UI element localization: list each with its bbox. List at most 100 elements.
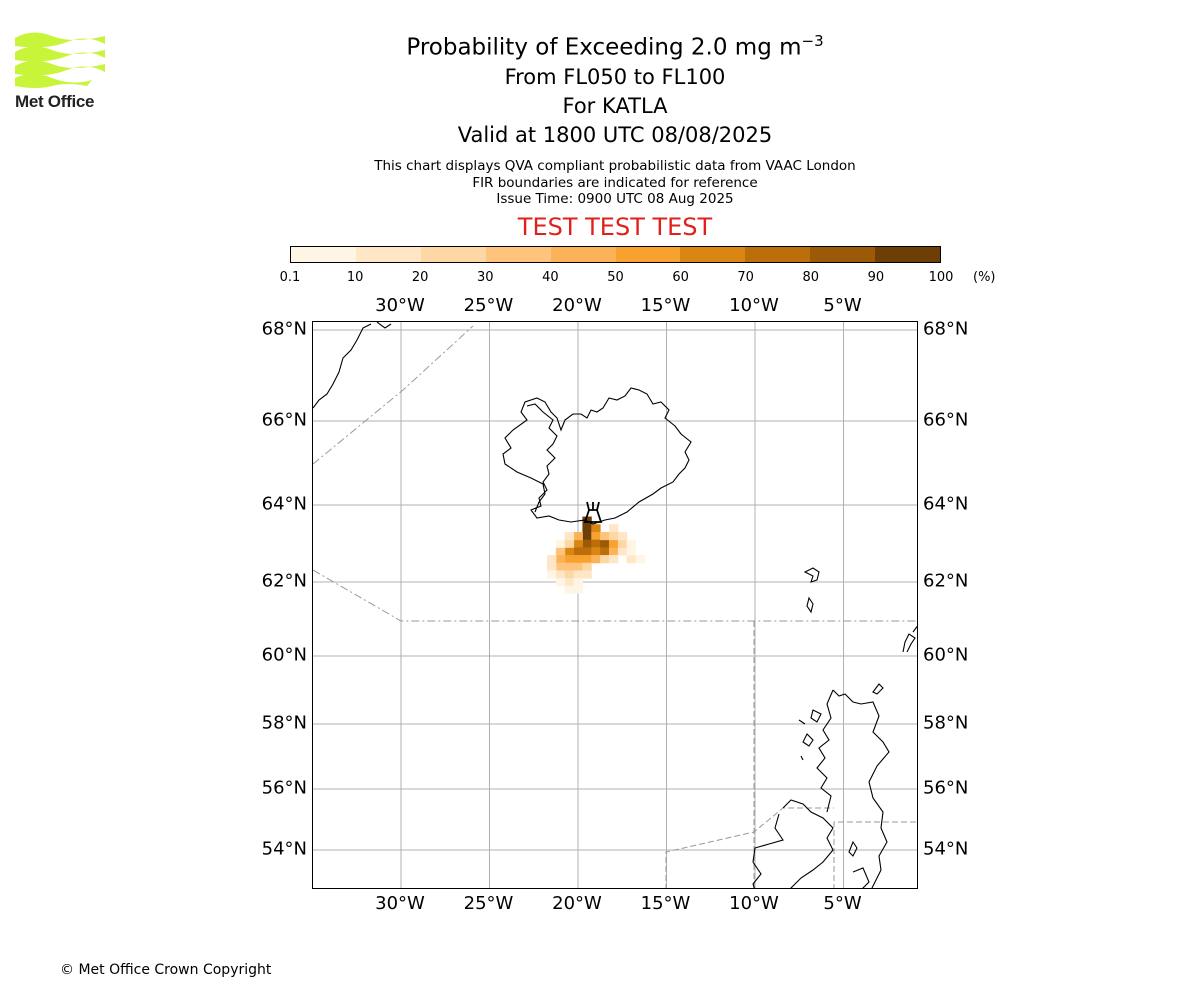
colorbar-segment — [810, 247, 876, 262]
probability-cell — [555, 562, 566, 571]
probability-cell — [582, 570, 592, 579]
fir-boundary-southwest — [313, 569, 917, 622]
volcano-icon — [583, 501, 603, 523]
lat-label-left: 62°N — [261, 570, 307, 592]
coast-orkney — [872, 683, 884, 695]
probability-cell — [617, 539, 628, 548]
lat-label-right: 54°N — [923, 838, 969, 860]
probability-cell — [573, 539, 583, 548]
lat-label-left: 56°N — [261, 777, 307, 799]
coast-scotland — [832, 689, 890, 888]
probability-cell — [608, 555, 619, 564]
coast-faroe — [803, 567, 820, 614]
colorbar-segment — [875, 247, 941, 262]
lat-label-left: 64°N — [261, 493, 307, 515]
coast-shetland — [902, 625, 917, 653]
colorbar-tick-label: 50 — [607, 270, 624, 285]
probability-cell — [582, 547, 592, 556]
coast-northern-england — [852, 867, 870, 888]
volcano-name: For KATLA — [562, 93, 668, 118]
probability-cell — [547, 570, 557, 579]
probability-cell — [591, 539, 601, 548]
lat-label-right: 58°N — [923, 712, 969, 734]
lon-label-top: 30°W — [375, 295, 425, 316]
probability-cell — [573, 578, 583, 587]
probability-cell — [564, 531, 575, 541]
note-line-2: FIR boundaries are indicated for referen… — [472, 174, 758, 191]
graticule — [313, 322, 917, 888]
probability-cell — [600, 555, 610, 564]
lon-label-top: 20°W — [552, 295, 602, 316]
title-block: Probability of Exceeding 2.0 mg m−3 From… — [300, 26, 930, 150]
coast-greenland — [313, 322, 392, 409]
flight-levels: From FL050 to FL100 — [504, 64, 726, 89]
test-banner: TEST TEST TEST — [517, 213, 713, 241]
probability-cell — [564, 547, 575, 556]
logo-wave-4 — [15, 74, 92, 88]
colorbar-segment — [291, 247, 356, 262]
probability-cell — [626, 547, 637, 556]
fir-boundary-greenland — [313, 325, 474, 465]
lon-label-bottom: 15°W — [640, 893, 691, 914]
colorbar-segment — [745, 247, 811, 262]
probability-cell — [608, 539, 619, 548]
colorbar-tick-label: 10 — [346, 270, 364, 285]
probability-cell — [600, 547, 610, 556]
title-text: Probability of Exceeding 2.0 mg m — [406, 34, 802, 61]
lat-label-left: 66°N — [261, 409, 307, 431]
lon-label-bottom: 25°W — [463, 893, 514, 914]
colorbar-tick-label: 80 — [802, 270, 820, 285]
probability-cell — [564, 585, 575, 594]
logo-wave-1 — [15, 32, 105, 48]
logo-wave-3 — [15, 60, 105, 76]
chart-notes: This chart displays QVA compliant probab… — [300, 158, 930, 208]
note-line-1: This chart displays QVA compliant probab… — [374, 158, 856, 174]
colorbar-unit: (%) — [973, 270, 996, 285]
fir-boundary-shanwick — [665, 807, 834, 888]
colorbar-segment — [680, 247, 746, 262]
probability-cell — [582, 539, 592, 548]
lat-label-right: 62°N — [923, 570, 969, 592]
chart-title: Probability of Exceeding 2.0 mg m−3 — [300, 26, 930, 63]
probability-cell — [564, 555, 575, 564]
lon-label-top: 10°W — [729, 295, 779, 316]
probability-cell — [555, 578, 566, 587]
valid-time: Valid at 1800 UTC 08/08/2025 — [457, 122, 773, 147]
probability-cell — [555, 555, 566, 564]
probability-cell — [547, 555, 557, 564]
lat-label-left: 68°N — [261, 318, 307, 340]
colorbar-tick-label: 90 — [867, 270, 885, 285]
fir-boundaries — [313, 325, 917, 888]
lon-label-bottom: 10°W — [729, 893, 779, 914]
colorbar-tick-label: 100 — [928, 270, 954, 285]
colorbar-segment — [485, 247, 551, 262]
probability-cell — [608, 524, 619, 533]
probability-cell — [635, 555, 645, 564]
coast-ireland — [752, 799, 834, 888]
coastlines — [313, 322, 917, 888]
coast-scotland-west — [816, 689, 834, 813]
probability-cell — [582, 555, 592, 564]
probability-cell — [573, 570, 583, 579]
probability-cell — [582, 524, 592, 533]
map-panel — [312, 321, 918, 889]
lat-label-left: 58°N — [261, 712, 307, 734]
probability-cell — [573, 547, 583, 556]
probability-cell — [608, 547, 619, 556]
title-exponent: −3 — [801, 32, 824, 50]
probability-cell — [547, 562, 557, 571]
probability-cell — [608, 531, 619, 541]
probability-cell — [617, 531, 628, 541]
colorbar-tick-label: 70 — [737, 270, 754, 285]
lat-label-left: 60°N — [261, 644, 307, 666]
probability-cell — [591, 555, 601, 564]
probability-cell — [626, 555, 637, 564]
colorbar-tick-label: 40 — [542, 270, 559, 285]
lat-label-right: 66°N — [923, 409, 969, 431]
lat-label-right: 68°N — [923, 318, 969, 340]
colorbar-segment — [420, 247, 486, 262]
lon-label-top: 5°W — [823, 295, 862, 316]
lat-label-right: 60°N — [923, 644, 969, 666]
probability-cell — [573, 555, 583, 564]
coast-hebrides — [798, 709, 822, 761]
